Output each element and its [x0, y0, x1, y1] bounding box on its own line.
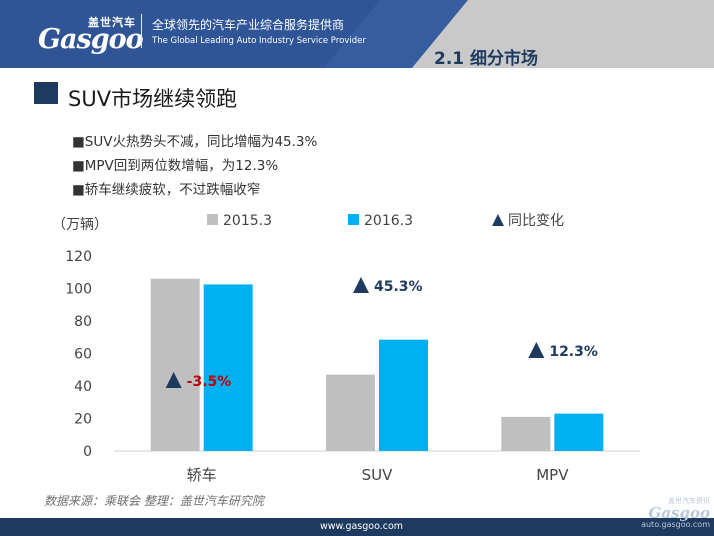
header-background [0, 0, 714, 68]
header-banner: 盖世汽车 Gasgoo 全球领先的汽车产业综合服务提供商 The Global … [0, 0, 714, 68]
source-note: 数据来源：乘联会 整理：盖世汽车研究院 [44, 494, 264, 508]
logo-chinese: 盖世汽车 [88, 16, 136, 29]
x-tick-label: 轿车 [187, 466, 217, 484]
footer-url: www.gasgoo.com [320, 521, 404, 532]
bar-2016.3-MPV [554, 413, 604, 451]
y-tick-label: 40 [74, 379, 92, 395]
bar-2015.3-轿车 [150, 278, 200, 451]
change-label-轿车: -3.5% [187, 374, 232, 390]
bar-2016.3-SUV [379, 339, 428, 451]
slide-title: SUV市场继续领跑 [68, 87, 238, 111]
slogan-chinese: 全球领先的汽车产业综合服务提供商 [152, 18, 345, 32]
y-tick-label: 80 [74, 314, 92, 330]
legend-swatch-1 [348, 214, 359, 225]
watermark-chinese: 盖世汽车资讯 [668, 497, 710, 505]
bar-2016.3-轿车 [203, 284, 253, 451]
x-tick-label: MPV [536, 466, 569, 484]
y-tick-label: 120 [65, 249, 92, 265]
bullet-suv: ■SUV火热势头不减，同比增幅为45.3% [72, 134, 318, 150]
bullet-sedan: ■轿车继续疲软，不过跌幅收窄 [72, 182, 261, 198]
bar-2015.3-SUV [326, 374, 375, 451]
gasgoo-watermark: 盖世汽车资讯 Gasgoo auto.gasgoo.com [641, 496, 710, 529]
change-label-MPV: 12.3% [549, 344, 598, 360]
watermark-url: auto.gasgoo.com [641, 520, 710, 529]
change-marker-MPV [528, 342, 545, 358]
change-marker-轿车 [165, 372, 182, 388]
y-tick-label: 0 [83, 444, 92, 460]
bar-2015.3-MPV [501, 416, 551, 451]
legend-swatch-0 [207, 214, 218, 225]
legend-label-2: 同比变化 [508, 213, 564, 229]
change-marker-SUV [353, 277, 369, 293]
y-tick-label: 100 [65, 282, 92, 298]
watermark-logo: Gasgoo [648, 504, 710, 522]
x-tick-label: SUV [362, 466, 394, 484]
title-marker [34, 82, 58, 104]
bullet-mpv: ■MPV回到两位数增幅，为12.3% [72, 158, 279, 174]
y-tick-label: 20 [74, 412, 92, 428]
y-unit-label: （万辆） [52, 217, 108, 233]
slogan-english: The Global Leading Auto Industry Service… [152, 36, 366, 46]
footer-bar [0, 518, 714, 536]
gasgoo-logo: Gasgoo [38, 24, 144, 55]
section-label: 2.1 细分市场 [434, 49, 539, 69]
legend-label-1: 2016.3 [364, 213, 413, 229]
change-label-SUV: 45.3% [374, 279, 423, 295]
y-tick-label: 60 [74, 347, 92, 363]
legend-label-0: 2015.3 [223, 213, 272, 229]
legend-swatch-2 [492, 214, 504, 226]
header-divider [141, 14, 142, 48]
